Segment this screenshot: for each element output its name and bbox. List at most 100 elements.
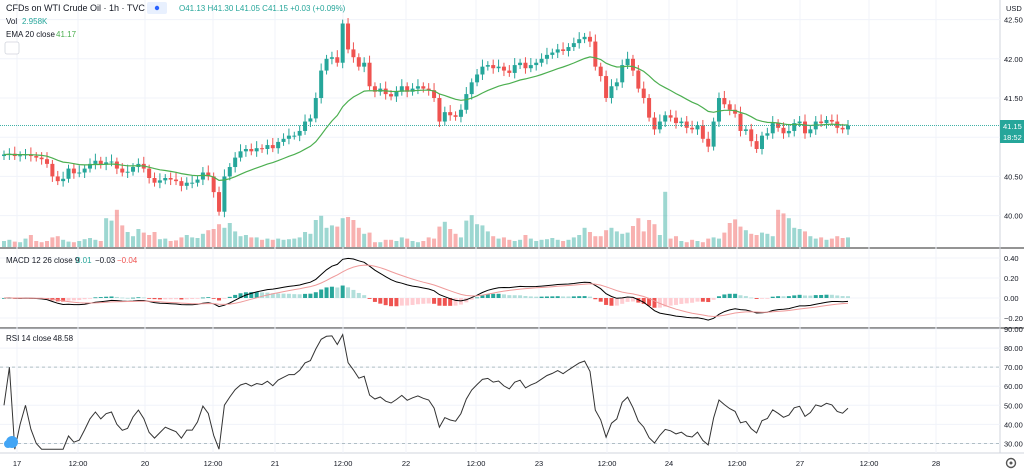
volume-bar: [152, 232, 157, 247]
macd-histogram-bar: [496, 293, 501, 298]
macd-histogram-bar: [184, 298, 189, 300]
volume-bar: [652, 224, 657, 247]
macd-histogram-bar: [759, 298, 764, 299]
volume-bar: [582, 227, 587, 247]
macd-histogram-bar: [383, 298, 388, 306]
macd-histogram-bar: [582, 296, 587, 298]
macd-tick-label: −0.20: [1004, 314, 1023, 323]
volume-bar: [410, 241, 415, 247]
macd-histogram-bar: [190, 298, 195, 300]
price-tick-label: 42.50: [1004, 16, 1023, 25]
candle-down: [45, 159, 50, 164]
volume-bar: [561, 241, 566, 247]
candle-up: [577, 39, 582, 44]
macd-histogram-bar: [491, 293, 496, 298]
rsi-tick-label: 70.00: [1004, 363, 1023, 372]
candle-up: [276, 141, 281, 149]
macd-histogram-bar: [566, 296, 571, 298]
cloud-icon[interactable]: [4, 436, 18, 448]
macd-histogram-bar: [598, 298, 603, 302]
candle-up: [555, 49, 560, 53]
candle-up: [518, 62, 523, 66]
volume-bar: [587, 232, 592, 247]
candle-down: [593, 41, 598, 67]
candle-down: [561, 49, 566, 51]
candle-down: [722, 98, 727, 105]
macd-histogram-bar: [378, 298, 383, 304]
macd-histogram-bar: [152, 298, 157, 300]
candle-down: [55, 176, 60, 182]
candle-down: [636, 70, 641, 89]
time-tick-label: 17: [13, 459, 21, 468]
candle-up: [539, 58, 544, 63]
symbol-title[interactable]: CFDs on WTI Crude Oil · 1h · TVC: [6, 3, 145, 13]
signal-line: [4, 264, 849, 318]
candle-up: [324, 58, 329, 71]
candle-down: [346, 23, 351, 50]
settings-gear-icon[interactable]: [1005, 457, 1017, 469]
macd-histogram-bar: [550, 296, 555, 298]
macd-histogram-bar: [346, 287, 351, 298]
rsi-line: [3, 333, 849, 450]
macd-histogram-bar: [356, 292, 361, 298]
macd-histogram-bar: [104, 296, 109, 298]
macd-histogram-bar: [217, 298, 222, 301]
macd-histogram-bar: [518, 295, 523, 298]
candle-up: [303, 121, 308, 131]
candle-up: [496, 66, 501, 69]
candle-down: [120, 168, 125, 173]
macd-histogram-bar: [88, 298, 93, 299]
macd-histogram-bar: [313, 292, 318, 298]
macd-legend-label[interactable]: MACD 12 26 close 9: [6, 256, 80, 265]
macd-histogram-bar: [534, 296, 539, 298]
macd-histogram-bar: [437, 298, 442, 306]
rsi-tick-label: 30.00: [1004, 439, 1023, 448]
collapse-legend-button[interactable]: [4, 41, 20, 55]
eye-icon: [154, 5, 160, 11]
candle-up: [254, 148, 259, 152]
macd-histogram-bar: [168, 298, 173, 300]
volume-bar: [464, 220, 469, 247]
macd-histogram-bar: [604, 298, 609, 305]
macd-histogram-bar: [125, 297, 130, 299]
candle-down: [217, 192, 222, 212]
candle-down: [829, 119, 834, 122]
volume-bar: [458, 237, 463, 247]
volume-bar: [200, 233, 205, 247]
volume-bar: [776, 209, 781, 247]
volume-bar: [383, 239, 388, 247]
candle-up: [679, 121, 684, 124]
candle-up: [292, 135, 297, 137]
candle-up: [550, 52, 555, 55]
macd-histogram-bar: [684, 298, 689, 304]
macd-histogram-bar: [136, 297, 141, 299]
volume-bar: [415, 242, 420, 247]
volume-bar: [749, 233, 754, 247]
macd-histogram-bar: [711, 298, 716, 300]
candle-down: [647, 98, 652, 118]
volume-bar: [71, 242, 76, 247]
volume-bar: [598, 236, 603, 247]
rsi-legend-label[interactable]: RSI 14 close: [6, 334, 52, 343]
volume-bar: [61, 239, 66, 247]
volume-bar: [104, 218, 109, 247]
candle-down: [684, 121, 689, 128]
volume-bar: [453, 233, 458, 247]
volume-bar: [491, 236, 496, 247]
macd-histogram-bar: [405, 298, 410, 306]
volume-bar: [55, 236, 60, 247]
volume-bar: [120, 225, 125, 247]
volume-bar: [217, 224, 222, 247]
volume-bar: [770, 236, 775, 247]
axes: 17 12:00 20 12:00 21 12:00 22 12:00 23 12:00 24 12:…: [13, 16, 1023, 468]
candle-up: [711, 121, 716, 147]
volume-bar: [270, 239, 275, 247]
candle-down: [437, 98, 442, 122]
volume-bar: [523, 235, 528, 247]
candle-up: [846, 125, 850, 130]
macd-histogram-bar: [727, 293, 732, 298]
volume-bar: [211, 229, 216, 247]
macd-histogram-bar: [630, 298, 635, 302]
macd-histogram-bar: [163, 298, 168, 300]
